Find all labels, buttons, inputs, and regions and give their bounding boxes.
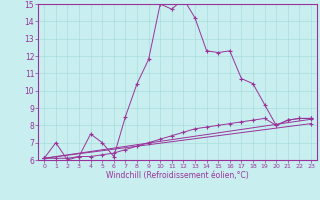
X-axis label: Windchill (Refroidissement éolien,°C): Windchill (Refroidissement éolien,°C) xyxy=(106,171,249,180)
